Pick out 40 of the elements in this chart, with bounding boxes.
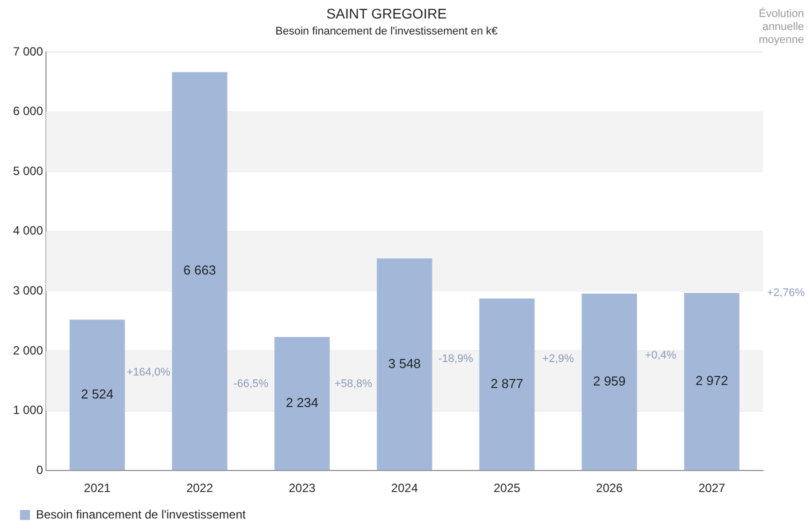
x-tick-label: 2021 — [84, 481, 111, 496]
y-tick-label: 0 — [36, 462, 44, 477]
chart-subtitle: Besoin financement de l'investissement en k€ — [275, 25, 498, 38]
bar — [582, 294, 638, 470]
annotation: +58,8% — [334, 378, 372, 390]
bar — [376, 258, 432, 470]
bar — [479, 298, 535, 470]
bar — [70, 320, 125, 470]
data-label: 2 234 — [286, 395, 318, 410]
y-tick-label: 6 000 — [13, 104, 44, 118]
bar — [172, 72, 228, 470]
data-label: 6 663 — [183, 262, 216, 278]
y-tick-label: 3 000 — [13, 284, 44, 298]
data-label: 2 972 — [696, 373, 728, 388]
x-tick-label: 2024 — [391, 481, 418, 496]
annotation: -18,9% — [438, 352, 474, 365]
text: +2,76% — [767, 286, 805, 299]
y-tick-label: 1 000 — [13, 403, 44, 418]
x-tick-label: 2027 — [698, 481, 726, 496]
annotation: +0,4% — [644, 350, 677, 362]
data-label: 2 877 — [490, 376, 524, 391]
x-tick-label: 2022 — [186, 481, 214, 496]
data-label: 2 524 — [80, 386, 114, 402]
text: Évolution annuelle moyenne — [758, 7, 804, 46]
bar — [274, 337, 330, 470]
bar — [684, 292, 740, 470]
y-tick-label: 7 000 — [13, 44, 44, 58]
annotation: +2,9% — [542, 352, 574, 365]
y-tick-label: 2 000 — [13, 343, 44, 358]
x-tick-label: 2025 — [494, 481, 521, 496]
x-tick-label: 2023 — [288, 481, 316, 496]
y-tick-label: 5 000 — [13, 164, 44, 178]
y-tick-label: 4 000 — [13, 224, 44, 238]
x-tick-label: 2026 — [596, 481, 624, 496]
legend-label: Besoin financement de l'investissement — [36, 507, 246, 522]
annotation: +164,0% — [126, 366, 171, 379]
chart-title: SAINT GREGOIRE — [326, 5, 447, 22]
data-label: 2 959 — [593, 373, 626, 388]
data-label: 3 548 — [388, 356, 421, 371]
annotation: -66,5% — [233, 378, 269, 390]
